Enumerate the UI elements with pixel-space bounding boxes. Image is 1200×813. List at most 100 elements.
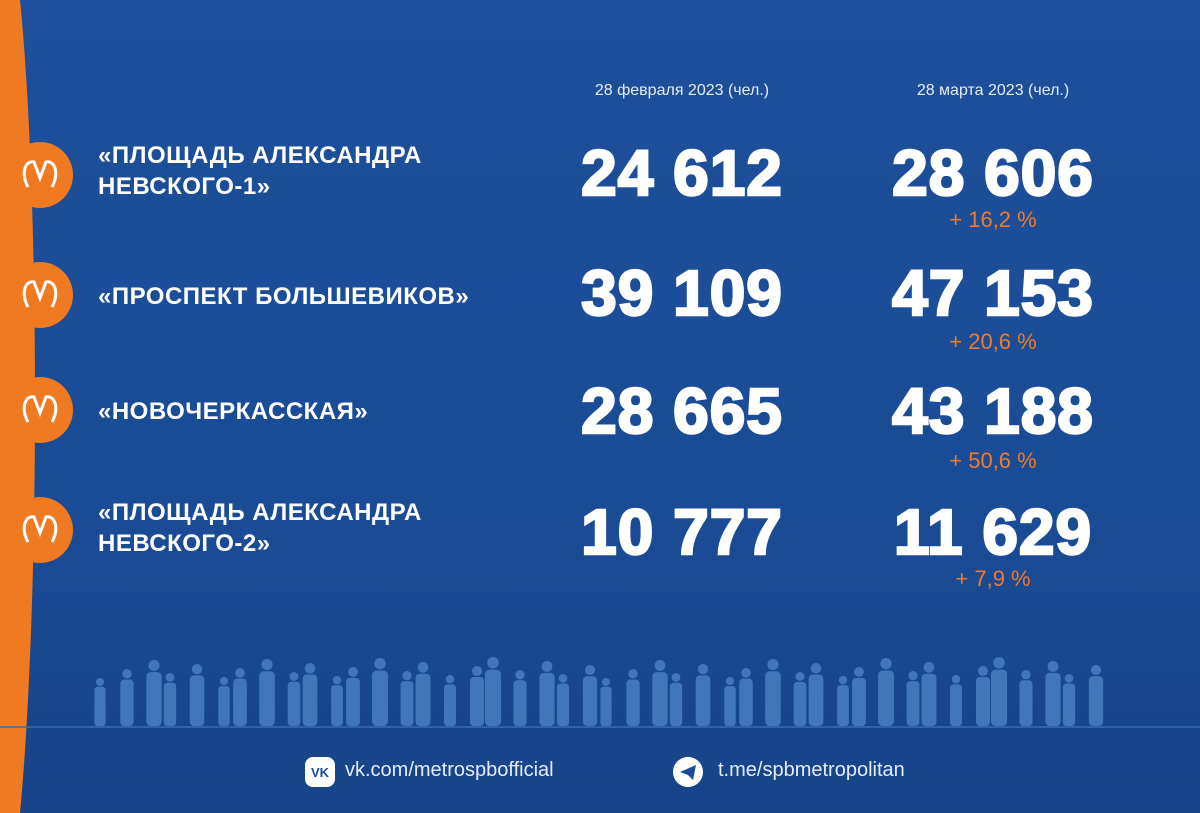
mar-value: 11 629 bbox=[893, 495, 1093, 570]
person bbox=[444, 684, 456, 726]
person bbox=[978, 666, 988, 676]
change: + 7,9 % bbox=[955, 566, 1031, 591]
station-name: «ПЛОЩАДЬ АЛЕКСАНДРА НЕВСКОГО-1» bbox=[98, 140, 422, 202]
person bbox=[652, 672, 668, 726]
person bbox=[541, 661, 553, 672]
person bbox=[348, 667, 358, 677]
station-line: «ПЛОЩАДЬ АЛЕКСАНДРА bbox=[98, 499, 422, 526]
person bbox=[165, 673, 175, 682]
mar-value: 43 188 bbox=[891, 374, 1094, 449]
person bbox=[402, 671, 412, 681]
person bbox=[146, 672, 162, 726]
vk-link[interactable]: vk.com/metrospbofficial bbox=[345, 759, 554, 781]
person bbox=[880, 658, 892, 670]
person bbox=[626, 679, 640, 726]
mar-value: 47 153 bbox=[891, 256, 1094, 331]
person bbox=[906, 681, 920, 726]
change: + 16,2 % bbox=[949, 207, 1037, 232]
column-header: 28 февраля 2023 (чел.) bbox=[594, 82, 770, 99]
mar-value: 28 606 bbox=[891, 136, 1094, 211]
person bbox=[289, 672, 299, 681]
person bbox=[584, 665, 596, 676]
station-name: «ПРОСПЕКТ БОЛЬШЕВИКОВ» bbox=[98, 281, 469, 312]
person bbox=[346, 677, 360, 726]
person bbox=[808, 674, 824, 726]
person bbox=[189, 675, 205, 726]
person bbox=[654, 660, 666, 671]
person bbox=[233, 678, 247, 726]
change: + 20,6 % bbox=[949, 329, 1037, 354]
person bbox=[697, 664, 709, 675]
person bbox=[951, 675, 961, 684]
person bbox=[163, 682, 177, 726]
person bbox=[148, 660, 160, 671]
person bbox=[96, 678, 104, 686]
person bbox=[302, 674, 318, 726]
person bbox=[259, 671, 275, 726]
person bbox=[470, 677, 484, 726]
person bbox=[739, 678, 753, 726]
station-name: «НОВОЧЕРКАССКАЯ» bbox=[98, 396, 368, 427]
person bbox=[838, 676, 848, 685]
person bbox=[487, 657, 499, 669]
person bbox=[1088, 676, 1104, 726]
person bbox=[235, 668, 245, 678]
person bbox=[539, 672, 555, 726]
person bbox=[513, 680, 527, 726]
svg-text:VK: VK bbox=[311, 765, 330, 780]
station-line: «ПРОСПЕКТ БОЛЬШЕВИКОВ» bbox=[98, 283, 470, 310]
feb-value: 28 665 bbox=[580, 374, 783, 449]
person bbox=[878, 670, 894, 726]
station-line: «ПЛОЩАДЬ АЛЕКСАНДРА bbox=[98, 142, 422, 169]
person bbox=[120, 679, 134, 726]
person bbox=[793, 681, 807, 726]
person bbox=[602, 678, 610, 686]
station-line: НЕВСКОГО-2» bbox=[98, 530, 271, 557]
person bbox=[908, 671, 918, 681]
person bbox=[472, 666, 482, 676]
change: + 50,6 % bbox=[949, 448, 1037, 473]
person bbox=[1062, 683, 1076, 726]
person bbox=[671, 673, 681, 682]
station-line: НЕВСКОГО-1» bbox=[98, 173, 271, 200]
person bbox=[695, 675, 711, 726]
person bbox=[287, 681, 301, 726]
person bbox=[191, 664, 203, 675]
person bbox=[94, 686, 106, 726]
station-line: «НОВОЧЕРКАССКАЯ» bbox=[98, 398, 369, 425]
person bbox=[304, 663, 316, 674]
vk-icon bbox=[305, 757, 335, 787]
person bbox=[854, 667, 864, 677]
person bbox=[122, 669, 132, 679]
person bbox=[600, 686, 612, 726]
telegram-link[interactable]: t.me/spbmetropolitan bbox=[718, 759, 905, 781]
person bbox=[415, 673, 431, 726]
station-name: «ПЛОЩАДЬ АЛЕКСАНДРА НЕВСКОГО-2» bbox=[98, 497, 422, 559]
person bbox=[669, 682, 683, 726]
person bbox=[767, 659, 779, 671]
person bbox=[219, 677, 229, 686]
person bbox=[1019, 680, 1033, 726]
person bbox=[332, 676, 342, 685]
person bbox=[484, 669, 502, 726]
person bbox=[724, 685, 736, 726]
person bbox=[1090, 665, 1102, 676]
metro-logos bbox=[22, 160, 58, 543]
person bbox=[261, 659, 273, 671]
person bbox=[400, 681, 414, 726]
person bbox=[921, 673, 937, 726]
person bbox=[837, 685, 849, 726]
person bbox=[923, 662, 935, 673]
person bbox=[852, 677, 866, 726]
person bbox=[331, 685, 343, 726]
person bbox=[1064, 674, 1074, 683]
person bbox=[558, 674, 568, 683]
person bbox=[950, 684, 962, 726]
person bbox=[1021, 670, 1031, 680]
person bbox=[725, 677, 735, 686]
person bbox=[582, 676, 598, 726]
person bbox=[765, 671, 781, 726]
person bbox=[990, 669, 1008, 726]
